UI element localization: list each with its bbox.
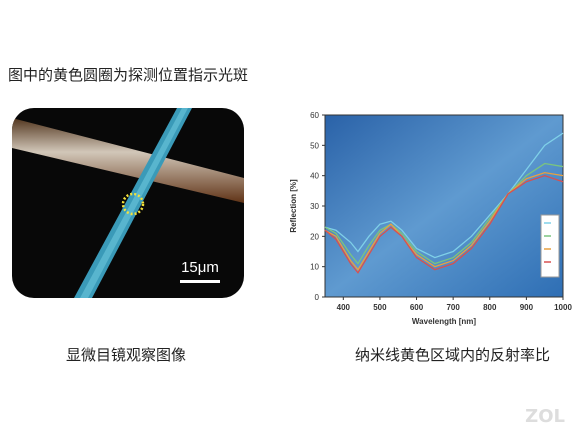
plot-area [324, 114, 564, 298]
y-tick-label: 0 [315, 293, 320, 302]
microscope-image: 15μm [12, 108, 244, 298]
y-tick-label: 30 [310, 202, 319, 211]
x-tick-label: 600 [410, 303, 424, 312]
header-title: 图中的黄色圆圈为探测位置指示光斑 [8, 66, 249, 84]
series-line [324, 162, 564, 265]
series-line [324, 132, 564, 259]
watermark: ZOL [525, 406, 565, 427]
y-tick-label: 40 [310, 172, 319, 181]
chart-caption: 纳米线黄色区域内的反射率比 [355, 346, 551, 364]
x-tick-label: 1000 [554, 303, 572, 312]
legend-box [540, 214, 560, 278]
x-tick-label: 900 [520, 303, 534, 312]
x-tick-label: 700 [446, 303, 460, 312]
y-tick-label: 60 [310, 111, 319, 120]
chart: 0 10 20 30 40 50 60 400 500 600 700 800 900 1000 Wavel… [289, 111, 572, 326]
y-axis-label: Reflection [%] [289, 179, 298, 233]
y-tick-label: 10 [310, 263, 319, 272]
x-tick-label: 500 [373, 303, 387, 312]
scale-bar-label: 15μm [181, 259, 219, 276]
x-tick-label: 400 [337, 303, 351, 312]
x-axis-label: Wavelength [nm] [412, 317, 476, 326]
series-line [324, 171, 564, 271]
series-line [324, 174, 564, 274]
y-tick-label: 20 [310, 232, 319, 241]
x-tick-label: 800 [483, 303, 497, 312]
image-caption: 显微目镜观察图像 [66, 346, 187, 364]
y-tick-label: 50 [310, 141, 319, 150]
